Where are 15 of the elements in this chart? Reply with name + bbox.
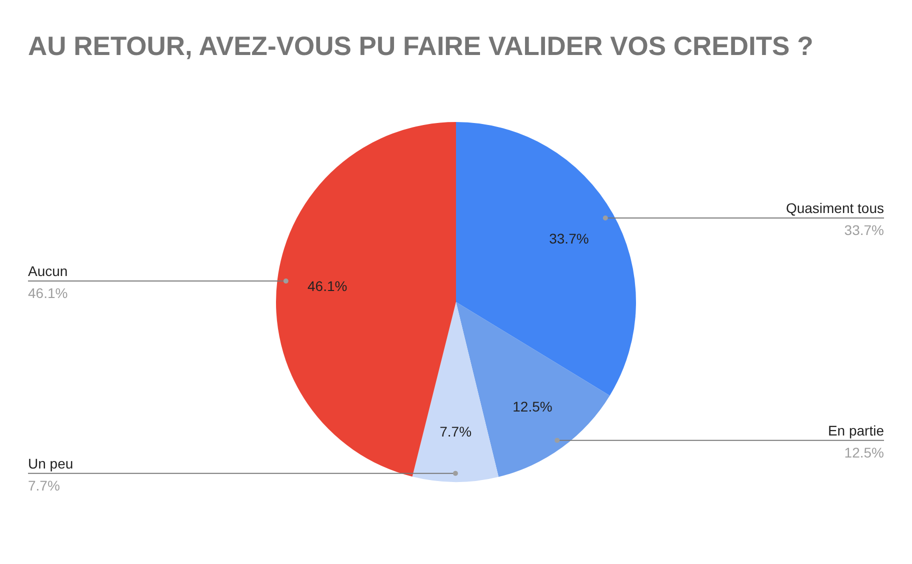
- text: 12.5%: [844, 444, 884, 460]
- data-label: 46.1%: [308, 278, 348, 294]
- slice-label: Un peu: [28, 455, 74, 472]
- slice-label: Aucun: [28, 263, 68, 280]
- pie-slice: [412, 302, 499, 482]
- slice-label: Quasiment tous: [786, 200, 884, 216]
- text: 46.1%: [28, 285, 68, 302]
- data-label: 7.7%: [440, 424, 472, 440]
- pie-slice: [456, 122, 636, 396]
- text: 7.7%: [28, 477, 60, 494]
- slice-label: En partie: [828, 422, 884, 438]
- chart-title: AU RETOUR, AVEZ-VOUS PU FAIRE VALIDER VOS CREDITS ?: [28, 31, 814, 61]
- data-label: 12.5%: [512, 398, 552, 415]
- data-label: 33.7%: [549, 230, 589, 246]
- text: 33.7%: [844, 222, 884, 238]
